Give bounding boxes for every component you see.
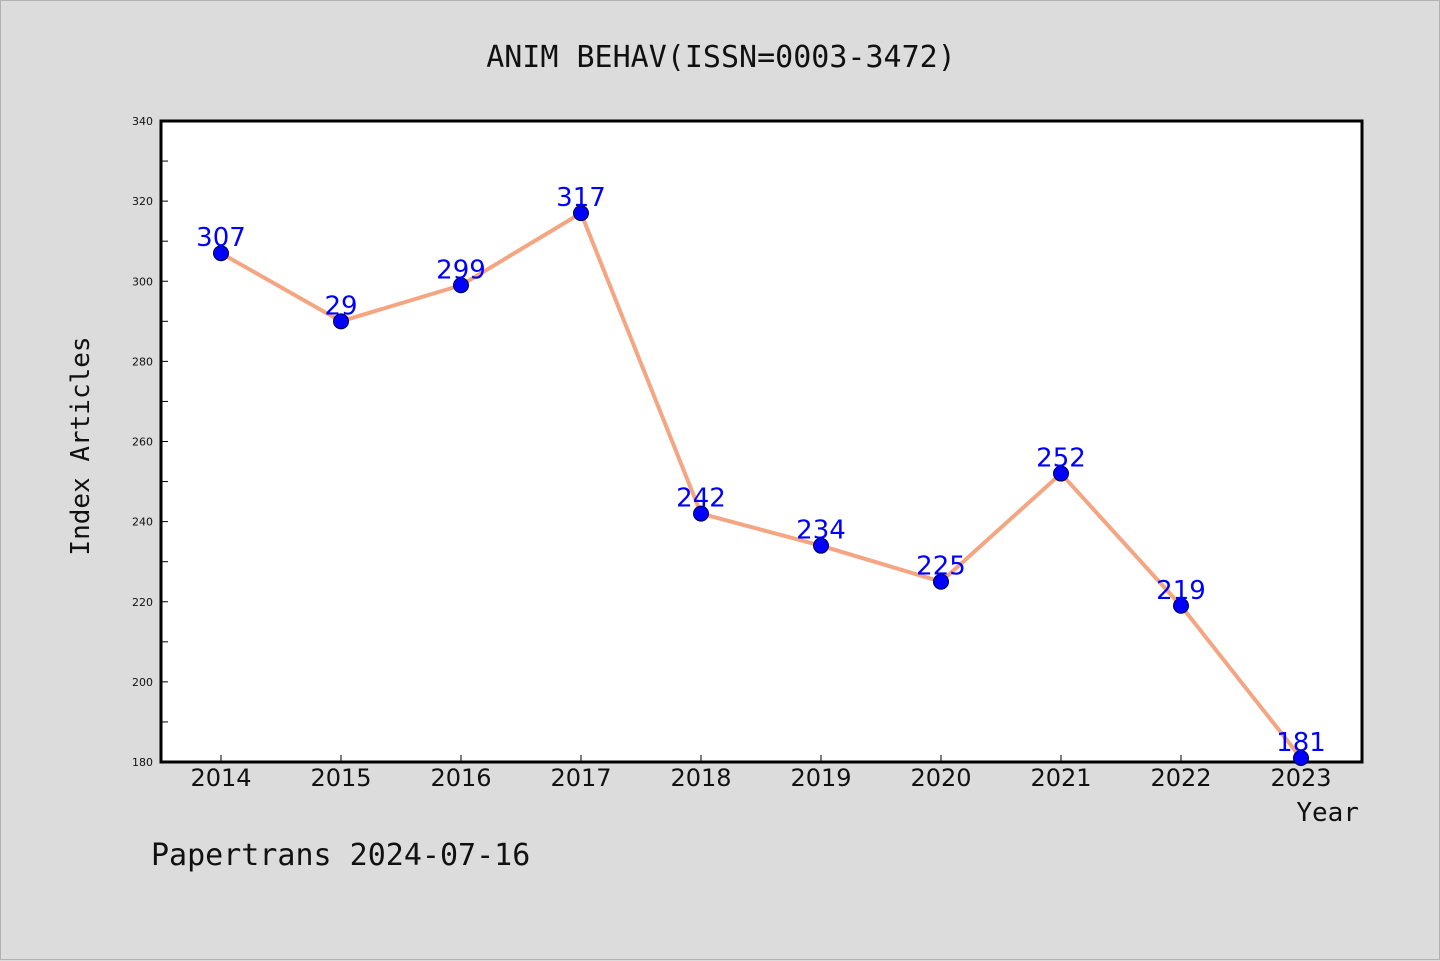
x-tick-label: 2021 [1030, 764, 1091, 792]
data-label: 181 [1276, 728, 1326, 758]
x-tick-label: 2023 [1270, 764, 1331, 792]
data-point [213, 245, 229, 262]
data-label: 242 [676, 484, 726, 514]
data-label: 29 [324, 291, 357, 321]
y-tick-label: 320 [132, 195, 153, 208]
data-point [333, 313, 349, 330]
x-axis-label: Year [1296, 798, 1359, 828]
data-point [573, 205, 589, 222]
y-axis-label: Index Articles [66, 336, 96, 555]
y-axis: 180 200 220 240 260 280 300 320 340 [132, 115, 168, 769]
x-tick-label: 2019 [790, 764, 851, 792]
data-label: 252 [1036, 444, 1086, 474]
y-tick-label: 260 [132, 436, 153, 449]
y-tick-label: 280 [132, 355, 153, 368]
x-tick-label: 2016 [430, 764, 491, 792]
data-label: 219 [1156, 576, 1206, 606]
y-tick-label: 240 [132, 516, 153, 529]
chart-title: ANIM BEHAV(ISSN=0003-3472) [486, 40, 956, 75]
data-point [1293, 749, 1309, 766]
y-tick-label: 220 [132, 596, 153, 609]
y-tick-label: 200 [132, 676, 153, 689]
data-label: 307 [196, 223, 246, 253]
x-tick-label: 2022 [1150, 764, 1211, 792]
x-tick-label: 2015 [310, 764, 371, 792]
y-tick-label: 180 [132, 756, 153, 769]
y-tick-label: 300 [132, 275, 153, 288]
series-line-group [220, 211, 1303, 760]
data-point [1173, 597, 1189, 614]
x-tick-label: 2017 [550, 764, 611, 792]
data-label-group: 307 29 299 317 242 234 225 252 219 181 [196, 183, 1326, 758]
data-point [1053, 465, 1069, 482]
footer-text: Papertrans 2024-07-16 [151, 838, 530, 873]
data-point [453, 277, 469, 294]
data-label: 299 [436, 255, 486, 285]
data-point [933, 573, 949, 590]
data-label: 234 [796, 516, 846, 546]
marker-group [213, 205, 1309, 766]
data-point [813, 537, 829, 554]
x-axis: 2014 2015 2016 2017 2018 2019 2020 2021 2022 2023 [190, 755, 1332, 792]
y-tick-label: 340 [132, 115, 153, 128]
data-label: 317 [556, 183, 606, 213]
data-label: 225 [916, 552, 966, 582]
series-line [220, 211, 1303, 760]
x-tick-label: 2020 [910, 764, 971, 792]
data-point [693, 505, 709, 522]
x-tick-label: 2014 [190, 764, 251, 792]
plot-area [159, 119, 1364, 764]
x-tick-label: 2018 [670, 764, 731, 792]
